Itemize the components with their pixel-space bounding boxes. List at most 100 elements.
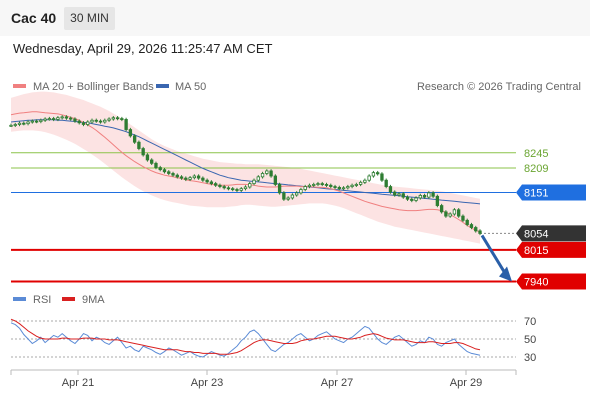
candle-body <box>201 177 205 181</box>
candle-body <box>294 192 299 196</box>
candle-body <box>341 187 346 190</box>
candle-body <box>422 195 427 198</box>
candle-body <box>397 193 401 196</box>
candle-body <box>316 183 320 186</box>
timeframe-button[interactable]: 30 MIN <box>64 7 115 30</box>
candle-body <box>414 197 418 201</box>
candle-body <box>222 186 226 189</box>
candle-body <box>81 122 86 125</box>
rsi-legend-label: RSI <box>33 294 51 306</box>
candle-body <box>34 120 39 123</box>
candle-body <box>47 118 52 120</box>
candle-body <box>90 119 94 123</box>
rsi-line <box>10 322 481 358</box>
candle-body <box>312 184 316 186</box>
price-panel: 8245 8209 8151 8054 8015 7940 <box>9 91 586 290</box>
candle-body <box>218 184 222 187</box>
candle-body <box>329 184 333 187</box>
candle-body <box>367 175 371 181</box>
chart-datetime: Wednesday, April 29, 2026 11:25:47 AM CE… <box>13 41 273 56</box>
candle-body <box>273 175 278 185</box>
candle-body <box>435 195 440 206</box>
candle-body <box>137 141 141 149</box>
support-tag-4 <box>516 241 586 258</box>
candle-body <box>431 192 435 197</box>
candle-body <box>167 171 171 174</box>
last-label-3: 8054 <box>524 228 548 240</box>
candle-body <box>226 187 231 190</box>
candle-body <box>384 179 388 187</box>
rsi-legend-swatch <box>13 297 26 301</box>
candle-body <box>333 186 337 188</box>
candle-body <box>265 170 269 174</box>
rsi-ma-line <box>10 318 481 355</box>
candle-body <box>179 176 184 179</box>
candle-body <box>128 129 133 137</box>
resistance-label-0: 8245 <box>524 148 548 160</box>
candle-body <box>196 175 201 179</box>
ma50-legend-label: MA 50 <box>175 81 206 93</box>
candle-body <box>418 195 422 199</box>
candle-body <box>401 193 405 198</box>
forecast-arrow-head <box>499 266 512 282</box>
pivot-tag-2 <box>516 184 586 201</box>
candle-body <box>145 154 150 161</box>
candle-body <box>162 169 167 173</box>
candle-body <box>393 191 397 196</box>
candle-body <box>405 196 410 200</box>
candle-body <box>39 119 43 122</box>
candle-body <box>154 162 158 168</box>
x-tick-label-3: Apr 29 <box>450 377 482 389</box>
resistance-label-1: 8209 <box>524 163 548 175</box>
ma20-legend-label: MA 20 + Bollinger Bands <box>33 81 154 93</box>
candle-body <box>184 177 188 180</box>
candle-body <box>478 230 482 234</box>
candle-body <box>452 209 457 215</box>
candle-body <box>248 183 252 188</box>
candle-body <box>150 159 154 164</box>
candle-body <box>320 183 324 186</box>
candle-body <box>282 192 286 200</box>
candle-body <box>358 181 363 185</box>
forecast-arrow-shaft <box>480 234 506 273</box>
candle-body <box>465 219 469 225</box>
candle-body <box>107 118 111 121</box>
candle-body <box>69 117 73 120</box>
support-tag-5 <box>516 273 586 290</box>
candle-body <box>363 179 367 183</box>
x-tick-label-2: Apr 27 <box>321 377 353 389</box>
candle-body <box>188 177 192 180</box>
candle-body <box>115 117 120 120</box>
candle-body <box>9 124 13 127</box>
candle-body <box>175 174 179 178</box>
candle-body <box>444 211 448 217</box>
candle-body <box>461 215 465 221</box>
pivot-label-2: 8151 <box>524 187 548 199</box>
candle-body <box>324 184 329 186</box>
rsi-tick-30: 30 <box>524 352 536 364</box>
candle-body <box>239 188 243 191</box>
candle-body <box>371 172 376 177</box>
candle-body <box>94 119 98 122</box>
candle-body <box>26 121 30 125</box>
candle-body <box>209 181 214 185</box>
ma20-legend-swatch <box>13 84 26 88</box>
candle-body <box>22 122 26 125</box>
ma9-legend-swatch <box>62 297 75 301</box>
rsi-panel: 70 50 30 <box>10 316 536 364</box>
candle-body <box>474 227 478 232</box>
support-label-5: 7940 <box>524 277 548 289</box>
attribution-label: Research © 2026 Trading Central <box>417 81 581 93</box>
candle-body <box>346 186 350 189</box>
candle-body <box>410 198 414 201</box>
candle-body <box>64 116 69 119</box>
candle-body <box>73 118 77 122</box>
candle-body <box>256 176 260 181</box>
candle-body <box>469 224 474 228</box>
candle-body <box>111 117 115 120</box>
candle-body <box>277 184 282 194</box>
candle-body <box>303 186 307 190</box>
candle-body <box>124 119 128 130</box>
support-label-4: 8015 <box>524 245 548 257</box>
